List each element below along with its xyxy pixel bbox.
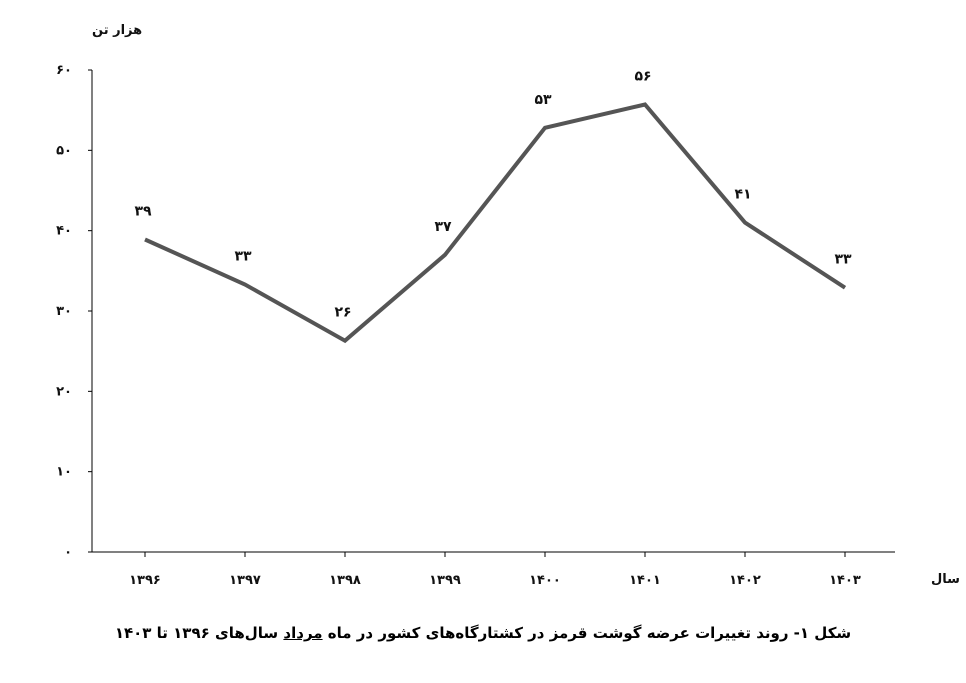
data-label: ۲۶ (334, 305, 351, 321)
data-label: ۴۱ (734, 187, 751, 203)
y-tick-label: ۵۰ (56, 143, 72, 158)
caption-text-start: شکل ۱- روند تغییرات عرضه گوشت قرمز در کش… (322, 624, 852, 642)
y-axis-title: هزار تن (92, 23, 142, 38)
x-tick-label: ۱۴۰۱ (629, 573, 661, 588)
x-tick-label: ۱۴۰۳ (829, 573, 861, 588)
y-tick-label: ۳۰ (56, 304, 72, 319)
y-tick-label: ۰ (64, 545, 72, 560)
series-line (144, 102, 847, 344)
data-label: ۳۳ (234, 248, 252, 264)
data-labels: ۳۹ ۳۳ ۲۶ ۳۷ ۵۳ ۵۶ ۴۱ ۳۳ (134, 69, 852, 321)
caption-text-end: سال‌های ۱۳۹۶ تا ۱۴۰۳ (114, 624, 284, 642)
x-tick-label: ۱۳۹۷ (229, 573, 261, 588)
data-label: ۵۶ (634, 69, 651, 85)
line-chart: ۰ ۱۰ ۲۰ ۳۰ ۴۰ ۵۰ ۶۰ ۱۳۹۶ ۱۳۹۷ ۱۳۹۸ ۱۳۹۹ ۱۴۰۰ ۱۴۰۱ ۱۴… (56, 23, 960, 588)
x-tick-label: ۱۳۹۹ (429, 573, 461, 588)
x-tick-label: ۱۴۰۲ (729, 573, 761, 588)
x-tick-label: ۱۴۰۰ (529, 573, 561, 588)
data-label: ۳۹ (134, 204, 152, 220)
y-tick-label: ۶۰ (56, 63, 72, 78)
y-tick-label: ۱۰ (56, 465, 72, 480)
x-axis-ticks: ۱۳۹۶ ۱۳۹۷ ۱۳۹۸ ۱۳۹۹ ۱۴۰۰ ۱۴۰۱ ۱۴۰۲ ۱۴۰۳ (129, 552, 861, 588)
y-axis-ticks: ۰ ۱۰ ۲۰ ۳۰ ۴۰ ۵۰ ۶۰ (56, 63, 92, 560)
data-label: ۳۳ (834, 252, 852, 268)
figure-caption: شکل ۱- روند تغییرات عرضه گوشت قرمز در کش… (0, 624, 966, 642)
y-tick-label: ۲۰ (56, 384, 72, 399)
data-label: ۳۷ (434, 219, 452, 235)
caption-month-underlined: مرداد (283, 624, 323, 642)
x-tick-label: ۱۳۹۶ (129, 573, 161, 588)
data-label: ۵۳ (534, 92, 552, 108)
x-tick-label: ۱۳۹۸ (329, 573, 361, 588)
x-axis-title: سال (931, 572, 960, 587)
y-tick-label: ۴۰ (56, 224, 72, 239)
